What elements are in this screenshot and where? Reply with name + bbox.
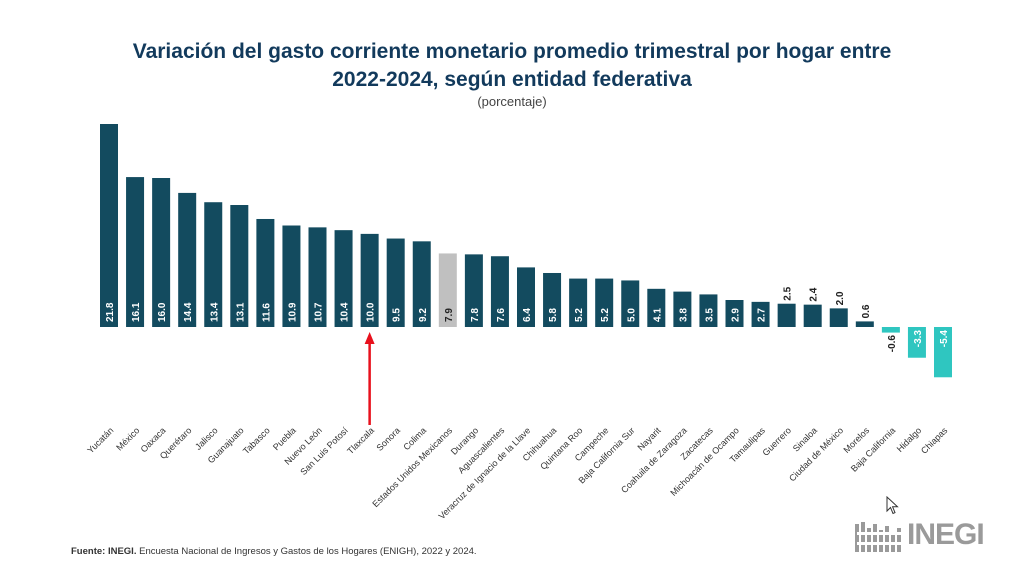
data-label-tamaulipas: 2.7 <box>757 308 768 322</box>
bar-colima <box>412 241 431 327</box>
inegi-logo-text: INEGI <box>907 518 985 551</box>
data-label-baja-california-sur: 5.0 <box>626 308 637 322</box>
chart-title: Variación del gasto corriente monetario … <box>0 38 1024 94</box>
source-label: Fuente: <box>71 546 106 557</box>
data-label-michoacan-de-ocampo: 2.9 <box>731 308 742 322</box>
pointer-arrow-head-icon <box>364 332 375 344</box>
category-label-sonora: Sonora <box>375 425 403 453</box>
data-label-tlaxcala: 10.0 <box>366 302 377 322</box>
bar-coahuila-de-zaragoza <box>673 291 692 327</box>
bar-san-luis-potosi <box>334 230 353 327</box>
data-label-aguascalientes: 7.6 <box>496 308 507 322</box>
data-label-morelos: 0.6 <box>861 304 872 318</box>
bar-durango <box>464 254 483 327</box>
bar-puebla <box>282 225 301 327</box>
bar-nayarit <box>647 288 666 327</box>
bar-tlaxcala <box>360 233 379 327</box>
data-label-nuevo-leon: 10.7 <box>314 302 325 322</box>
bar-mexico <box>126 177 145 327</box>
data-label-quintana-roo: 5.2 <box>574 308 585 322</box>
bar-estados-unidos-mexicanos <box>438 253 457 327</box>
bar-chihuahua <box>543 272 562 327</box>
chart-title-line-2: 2022-2024, según entidad federativa <box>332 68 692 91</box>
data-label-colima: 9.2 <box>418 308 429 322</box>
bar-chiapas <box>934 327 952 378</box>
bar-nuevo-leon <box>308 227 327 327</box>
category-label-mexico: México <box>114 425 141 452</box>
source-text: Encuesta Nacional de Ingresos y Gastos d… <box>139 546 477 557</box>
data-label-tabasco: 11.6 <box>261 303 272 322</box>
data-label-campeche: 5.2 <box>600 308 611 322</box>
bar-aguascalientes <box>490 256 509 327</box>
data-label-chihuahua: 5.8 <box>548 308 559 322</box>
bar-morelos <box>855 321 874 327</box>
bar-tamaulipas <box>751 301 770 327</box>
bar-jalisco <box>204 202 223 327</box>
data-label-veracruz-de-ignacio-de-la-llave: 6.4 <box>522 308 533 322</box>
bar-guerrero <box>777 303 796 327</box>
bar-baja-california-sur <box>621 280 640 327</box>
inegi-logo: INEGI <box>855 518 1001 552</box>
bar-quintana-roo <box>569 278 588 327</box>
bar-baja-california <box>881 327 900 333</box>
inegi-logo-mark-icon <box>855 522 901 552</box>
chart-title-line-1: Variación del gasto corriente monetario … <box>132 40 892 63</box>
data-label-coahuila-de-zaragoza: 3.8 <box>678 308 689 322</box>
data-label-yucatan: 21.8 <box>105 302 116 322</box>
data-label-puebla: 10.9 <box>287 302 298 322</box>
bar-sinaloa <box>803 304 822 327</box>
data-label-guerrero: 2.5 <box>783 286 794 300</box>
source-inegi-label: INEGI. <box>107 546 137 557</box>
category-label-tabasco: Tabasco <box>241 425 272 456</box>
data-label-guanajuato: 13.1 <box>235 302 246 322</box>
category-label-yucatan: Yucatán <box>85 425 115 455</box>
bar-campeche <box>595 278 614 327</box>
data-label-ciudad-de-mexico: 2.0 <box>835 291 846 305</box>
data-label-nayarit: 4.1 <box>652 308 663 322</box>
data-label-jalisco: 13.4 <box>209 302 220 322</box>
data-label-mexico: 16.1 <box>131 302 142 322</box>
bar-sonora <box>386 238 405 327</box>
chart-subtitle: (porcentaje) <box>477 94 547 109</box>
data-label-hidalgo: -3.3 <box>913 330 924 348</box>
bar-veracruz-de-ignacio-de-la-llave <box>517 267 535 327</box>
data-label-chiapas: -5.4 <box>939 330 950 348</box>
data-label-durango: 7.8 <box>470 308 481 322</box>
bar-yucatan <box>100 124 118 327</box>
mouse-pointer-icon <box>886 496 899 515</box>
data-label-oaxaca: 16.0 <box>157 302 168 322</box>
bar-oaxaca <box>152 178 171 327</box>
source-footnote: Fuente: INEGI. Encuesta Nacional de Ingr… <box>71 546 477 557</box>
bar-queretaro <box>178 192 197 327</box>
data-label-sonora: 9.5 <box>392 308 403 322</box>
category-label-tlaxcala: Tlaxcala <box>345 425 376 456</box>
bar-guanajuato <box>230 205 249 327</box>
category-label-san-luis-potosi: San Luis Potosí <box>298 425 350 477</box>
bar-ciudad-de-mexico <box>829 308 848 327</box>
bar-tabasco <box>256 218 275 327</box>
category-label-guerrero: Guerrero <box>761 425 794 458</box>
data-label-queretaro: 14.4 <box>183 302 194 322</box>
data-label-sinaloa: 2.4 <box>809 287 820 301</box>
bar-zacatecas <box>699 294 718 327</box>
bar-michoacan-de-ocampo <box>725 300 744 327</box>
bar-hidalgo <box>907 327 926 358</box>
data-label-zacatecas: 3.5 <box>704 308 715 322</box>
data-label-baja-california: -0.6 <box>887 335 898 353</box>
category-label-chiapas: Chiapas <box>919 425 950 456</box>
data-label-san-luis-potosi: 10.4 <box>340 302 351 322</box>
data-label-estados-unidos-mexicanos: 7.9 <box>444 308 455 322</box>
